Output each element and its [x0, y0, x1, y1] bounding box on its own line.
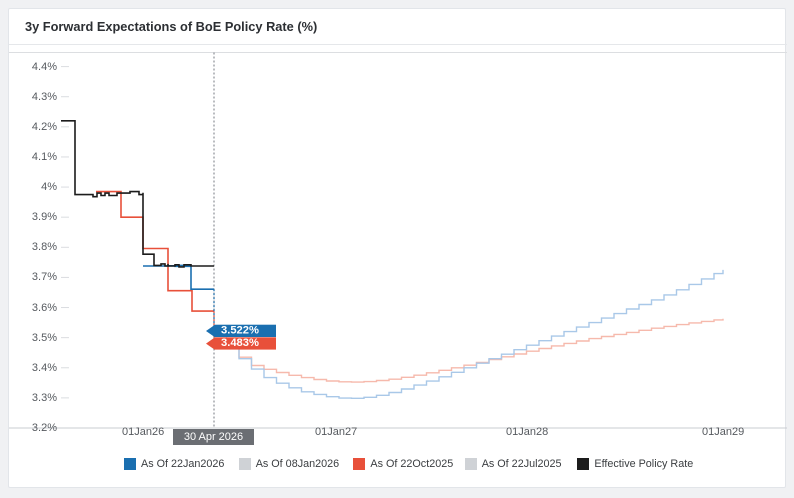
svg-text:3.483%: 3.483%: [221, 337, 259, 349]
svg-text:3.522%: 3.522%: [221, 325, 259, 337]
